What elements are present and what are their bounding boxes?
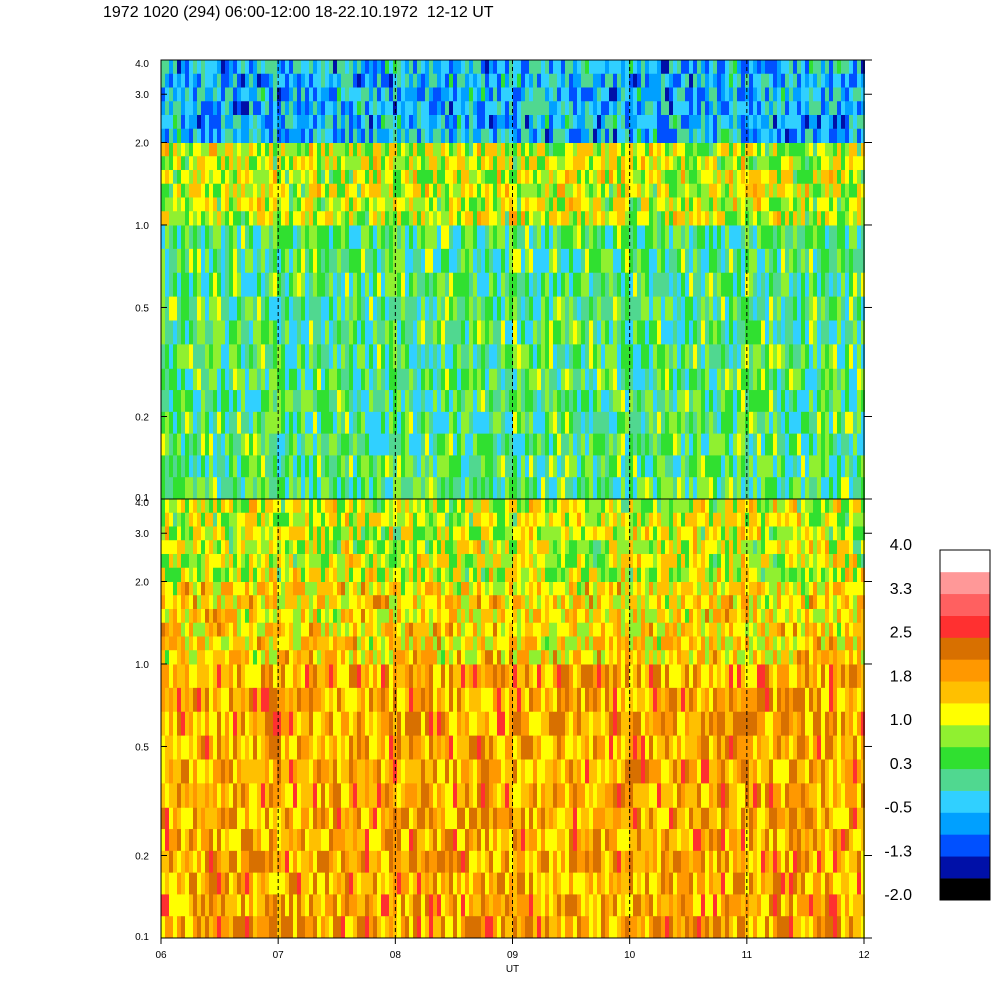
- x-axis-ticks: 06 07 08 09 10 11 12: [155, 938, 870, 961]
- colorbar-segment: [940, 703, 990, 726]
- y-tick-label: 3.0: [135, 529, 149, 540]
- colorbar-label: -0.5: [884, 800, 912, 817]
- colorbar-segment: [940, 550, 990, 573]
- colorbar-segment: [940, 637, 990, 660]
- x-tick-label: 09: [507, 950, 519, 961]
- colorbar-segment: [940, 593, 990, 616]
- colorbar-segment: [940, 878, 990, 901]
- colorbar-segment: [940, 571, 990, 595]
- x-tick-label: 12: [858, 950, 870, 961]
- y-tick-label: 0.1: [135, 493, 149, 504]
- y-tick-label: 4.0: [135, 59, 149, 70]
- x-tick-label: 07: [273, 950, 285, 961]
- chart-title: 1972 1020 (294) 06:00-12:00 18-22.10.197…: [103, 4, 494, 21]
- x-tick-label: 11: [742, 950, 753, 961]
- colorbar-segment: [940, 615, 990, 638]
- colorbar-label: 2.5: [890, 625, 912, 642]
- colorbar-label: 1.8: [890, 668, 912, 685]
- colorbar-label: 0.3: [890, 756, 912, 773]
- y-axis-ticks: 0.10.20.51.02.03.04.00.10.20.51.02.03.04…: [135, 59, 872, 943]
- y-tick-label: 1.0: [135, 221, 149, 232]
- colorbar-segment: [940, 768, 990, 791]
- y-tick-label: 2.0: [135, 138, 149, 149]
- colorbar-label: 4.0: [890, 537, 912, 554]
- y-tick-label: 0.5: [135, 742, 149, 753]
- y-tick-label: 0.2: [135, 852, 149, 863]
- hour-gridlines: [277, 60, 748, 938]
- y-tick-label: 3.0: [135, 90, 149, 101]
- colorbar-segment: [940, 681, 990, 704]
- x-axis-title: UT: [506, 964, 519, 975]
- colorbar-segment: [940, 659, 990, 682]
- colorbar: 4.0 3.3 2.5 1.8 1.0 0.3 -0.5 -1.3 -2.0: [884, 537, 991, 904]
- y-tick-label: 4.0: [135, 498, 149, 509]
- colorbar-label: 1.0: [890, 712, 912, 729]
- colorbar-frame: [939, 549, 991, 901]
- x-tick-label: 08: [390, 950, 402, 961]
- x-tick-label: 10: [624, 950, 636, 961]
- y-tick-label: 0.2: [135, 413, 149, 424]
- colorbar-label: 3.3: [890, 581, 912, 598]
- x-tick-label: 06: [155, 950, 167, 961]
- colorbar-label: -2.0: [884, 887, 912, 904]
- y-tick-label: 0.5: [135, 303, 149, 314]
- colorbar-segment: [940, 856, 990, 879]
- y-tick-label: 2.0: [135, 577, 149, 588]
- y-tick-label: 1.0: [135, 660, 149, 671]
- colorbar-segment: [940, 812, 990, 835]
- colorbar-segment: [940, 746, 990, 770]
- colorbar-label: -1.3: [884, 843, 912, 860]
- y-tick-label: 0.1: [135, 932, 149, 943]
- colorbar-segment: [940, 834, 990, 857]
- colorbar-segment: [940, 790, 990, 813]
- colorbar-segment: [940, 725, 990, 748]
